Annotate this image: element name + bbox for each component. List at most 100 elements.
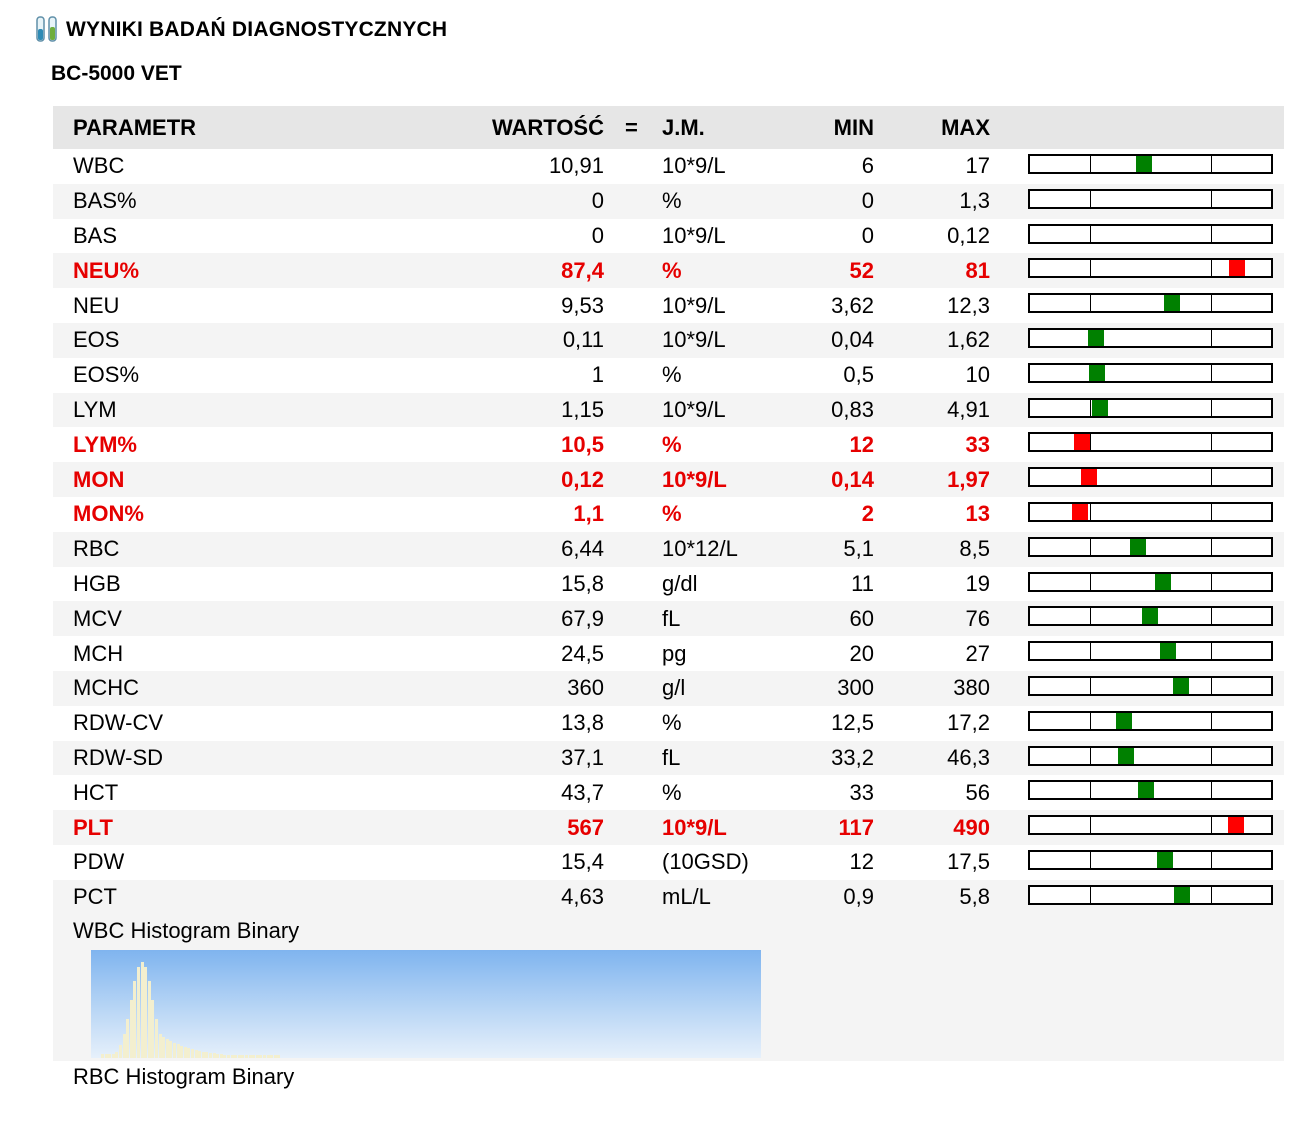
table-row: RDW-SD 37,1 fL 33,2 46,3 <box>53 740 1284 776</box>
table-row: MCH 24,5 pg 20 27 <box>53 636 1284 671</box>
range-bar <box>1028 467 1273 488</box>
unit-cell: 10*9/L <box>662 292 726 318</box>
param-cell: EOS% <box>73 362 140 388</box>
histogram-bar <box>129 999 133 1058</box>
unit-cell: 10*9/L <box>662 222 726 248</box>
range-bar <box>1028 675 1273 696</box>
table-row: MON 0,12 10*9/L 0,14 1,97 <box>53 462 1284 497</box>
min-cell: 33 <box>849 779 874 805</box>
param-cell: BAS% <box>73 188 137 214</box>
max-cell: 380 <box>953 675 990 701</box>
value-cell: 67,9 <box>561 605 604 631</box>
unit-cell: % <box>662 362 682 388</box>
table-row: PLT 567 10*9/L 117 490 <box>53 810 1284 845</box>
range-bar <box>1028 501 1273 522</box>
value-cell: 0,11 <box>562 327 604 353</box>
range-bar-tick <box>1210 364 1212 381</box>
param-cell: PDW <box>73 849 125 875</box>
table-header: PARAMETR WARTOŚĆ = J.M. MIN MAX <box>53 106 1284 149</box>
max-cell: 19 <box>965 570 990 596</box>
range-bar <box>1028 188 1273 209</box>
range-bar-tick <box>1090 190 1092 207</box>
unit-cell: 10*9/L <box>662 466 727 492</box>
range-bar <box>1028 641 1273 662</box>
range-bar <box>1028 745 1273 766</box>
results-table: PARAMETR WARTOŚĆ = J.M. MIN MAX WBC 10,91… <box>53 106 1284 915</box>
value-cell: 13,8 <box>561 710 604 736</box>
range-bar-tick <box>1210 538 1212 555</box>
range-bar-tick <box>1090 851 1092 868</box>
histogram-bar <box>111 1054 115 1058</box>
value-cell: 10,5 <box>561 431 604 457</box>
range-bar-tick <box>1210 399 1212 416</box>
histogram-bar <box>230 1055 234 1058</box>
max-cell: 17,2 <box>947 710 990 736</box>
histogram-bar <box>115 1051 119 1058</box>
range-bar-tick <box>1210 643 1212 660</box>
max-cell: 56 <box>965 779 990 805</box>
wbc-histogram-label: WBC Histogram Binary <box>73 918 300 943</box>
max-cell: 27 <box>965 640 990 666</box>
range-marker <box>1091 399 1108 416</box>
table-row: LYM% 10,5% 12 33 <box>53 427 1284 462</box>
range-bar <box>1028 397 1273 418</box>
histogram-bar <box>198 1050 202 1058</box>
min-cell: 0,83 <box>831 396 874 422</box>
range-bar-tick <box>1210 886 1212 903</box>
range-marker <box>1118 747 1135 764</box>
histogram-bar <box>144 967 148 1058</box>
min-cell: 12,5 <box>831 710 874 736</box>
histogram-bar <box>126 1018 130 1058</box>
report-title: WYNIKI BADAŃ DIAGNOSTYCZNYCH <box>34 12 447 48</box>
param-cell: MON% <box>73 501 144 527</box>
table-row: HGB 15,8 g/dl 11 19 <box>53 567 1284 602</box>
histogram-bar <box>259 1055 263 1058</box>
range-bar-tick <box>1210 712 1212 729</box>
range-bar-tick <box>1090 295 1092 312</box>
param-cell: NEU% <box>73 257 140 283</box>
param-cell: HCT <box>73 779 119 805</box>
table-row: MCV 67,9 fL 60 76 <box>53 601 1284 637</box>
range-marker <box>1154 573 1171 590</box>
table-row: WBC 10,91 10*9/L 6 17 <box>53 149 1284 184</box>
min-cell: 117 <box>838 814 875 840</box>
range-bar-tick <box>1210 434 1212 451</box>
value-cell: 1,1 <box>573 501 604 527</box>
range-marker <box>1227 817 1244 834</box>
histogram-bar <box>201 1051 205 1058</box>
table-row: MCHC 360 g/l 300 380 <box>53 670 1284 706</box>
range-marker <box>1136 156 1153 172</box>
range-bar-tick <box>1210 295 1212 312</box>
range-bar-tick <box>1090 225 1092 242</box>
table-row: HCT 43,7% 33 56 <box>53 775 1284 810</box>
range-bar-tick <box>1210 503 1212 520</box>
min-cell: 300 <box>837 675 874 701</box>
histogram-bar <box>104 1054 108 1058</box>
range-bar <box>1028 154 1273 174</box>
report-title-text: WYNIKI BADAŃ DIAGNOSTYCZNYCH <box>66 18 448 41</box>
unit-cell: pg <box>662 640 687 666</box>
min-cell: 0,14 <box>831 466 874 492</box>
device-name: BC-5000 VET <box>51 62 182 85</box>
range-bar <box>1028 849 1273 870</box>
param-cell: EOS <box>73 327 120 353</box>
histogram-bar <box>263 1055 266 1058</box>
histogram-bar <box>191 1049 194 1058</box>
histogram-bar <box>176 1044 180 1058</box>
range-marker <box>1141 608 1158 625</box>
range-bar-tick <box>1090 573 1092 590</box>
range-bar-tick <box>1090 886 1092 903</box>
min-cell: 60 <box>849 605 874 631</box>
unit-cell: fL <box>662 744 681 770</box>
param-cell: MON <box>73 466 125 492</box>
range-bar-tick <box>1210 329 1212 346</box>
table-row: BAS 0 10*9/L 0 0,12 <box>53 219 1284 254</box>
range-bar-tick <box>1090 399 1092 416</box>
histogram-bar <box>133 981 137 1058</box>
table-row: MON% 1,1% 2 13 <box>53 497 1284 532</box>
min-cell: 52 <box>849 257 874 283</box>
table-row: PDW 15,4 (10GSD) 12 17,5 <box>53 845 1284 880</box>
range-bar-tick <box>1210 225 1212 242</box>
histogram-bar <box>137 967 140 1058</box>
value-cell: 43,7 <box>561 779 604 805</box>
